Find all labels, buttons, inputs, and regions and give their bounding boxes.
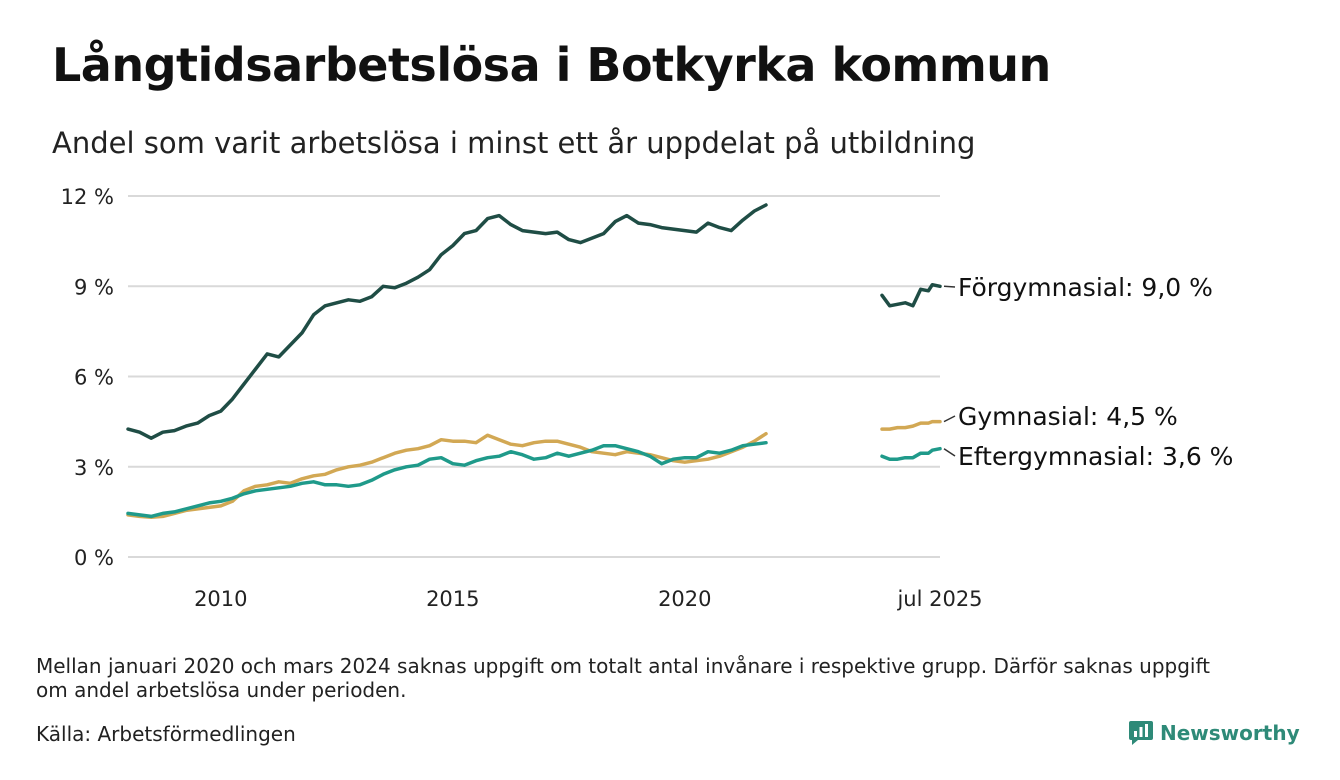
- series-line: [880, 446, 942, 461]
- y-axis-ticks: 0 % 3 % 6 % 9 % 12 %: [61, 185, 114, 570]
- x-tick-label: 2015: [426, 587, 479, 611]
- x-tick-label: 2010: [194, 587, 247, 611]
- series-förgymnasial: [126, 203, 942, 440]
- brand-logo[interactable]: Newsworthy: [1128, 716, 1300, 750]
- y-tick-label: 9 %: [74, 275, 114, 299]
- page-title: Långtidsarbetslösa i Botkyrka kommun: [52, 38, 1051, 92]
- series-line: [126, 203, 768, 440]
- footnote: Mellan januari 2020 och mars 2024 saknas…: [36, 654, 1211, 702]
- series-gymnasial: [126, 419, 942, 520]
- series-eftergymnasial: [126, 440, 942, 519]
- series-label: Förgymnasial: 9,0 %: [958, 273, 1213, 302]
- x-tick-label: jul 2025: [896, 587, 982, 611]
- series-lines: [126, 203, 942, 520]
- y-tick-label: 6 %: [74, 366, 114, 390]
- series-label: Gymnasial: 4,5 %: [958, 402, 1178, 431]
- source-credit: Källa: Arbetsförmedlingen: [36, 722, 296, 746]
- label-leader-line: [943, 285, 956, 288]
- newsworthy-logo-icon: [1129, 721, 1153, 745]
- series-line: [880, 282, 942, 308]
- series-line: [126, 431, 768, 520]
- label-leader-line: [943, 448, 956, 457]
- series-label: Eftergymnasial: 3,6 %: [958, 442, 1233, 471]
- grid-lines: [128, 195, 940, 558]
- line-chart: 0 % 3 % 6 % 9 % 12 % 2010 2015 2020 jul 2025 Fö…: [61, 185, 1234, 611]
- x-tick-label: 2020: [658, 587, 711, 611]
- x-axis-ticks: 2010 2015 2020 jul 2025: [194, 587, 982, 611]
- series-labels: Förgymnasial: 9,0 % Gymnasial: 4,5 % Efter…: [943, 273, 1233, 471]
- label-leader-line: [943, 415, 956, 423]
- page-subtitle: Andel som varit arbetslösa i minst ett å…: [52, 126, 976, 160]
- y-tick-label: 12 %: [61, 185, 114, 209]
- y-tick-label: 3 %: [74, 456, 114, 480]
- series-line: [126, 440, 768, 519]
- brand-name: Newsworthy: [1160, 721, 1300, 745]
- y-tick-label: 0 %: [74, 546, 114, 570]
- series-line: [880, 419, 942, 431]
